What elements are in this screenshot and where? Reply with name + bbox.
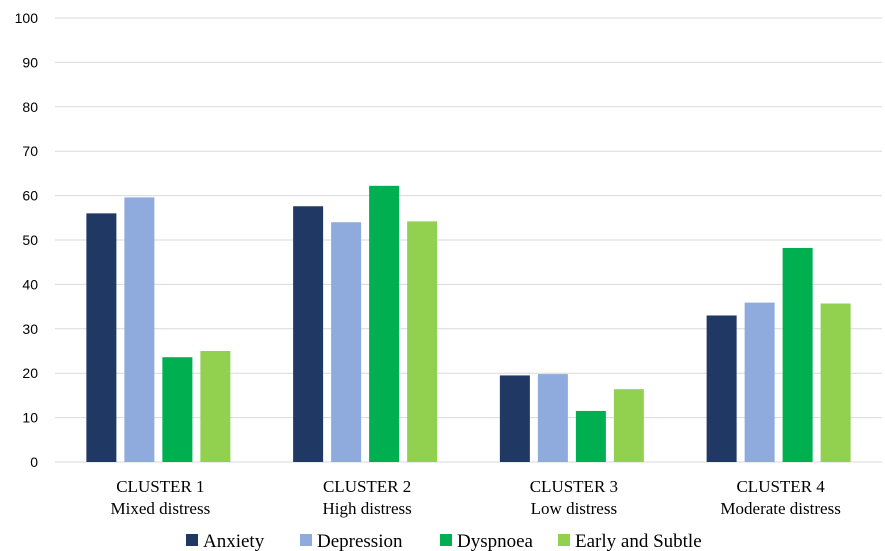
bar-dyspnoea-3 [575,410,606,462]
y-tick-label: 100 [15,10,39,26]
bar-early-and-subtle-3 [613,389,644,462]
bar-anxiety-4 [706,315,737,462]
bars [86,185,851,462]
bar-depression-4 [744,302,775,462]
category-sublabel: Mixed distress [111,499,211,518]
legend-item-anxiety: Anxiety [186,531,265,551]
y-tick-label: 60 [22,188,38,204]
y-tick-label: 20 [22,365,38,381]
bar-dyspnoea-1 [162,357,193,462]
y-tick-label: 40 [22,276,38,292]
bar-anxiety-3 [499,375,530,462]
category-label: CLUSTER 3 [530,477,618,496]
category-label: CLUSTER 2 [323,477,411,496]
category-sublabel: High distress [323,499,412,518]
y-tick-label: 50 [22,232,38,248]
legend-label: Dyspnoea [457,531,534,551]
legend: Anxiety Depression Dyspnoea Early and Subtl… [186,531,702,551]
y-tick-label: 30 [22,321,38,337]
legend-swatch [558,534,570,546]
category-label: CLUSTER 1 [116,477,204,496]
legend-label: Early and Subtle [575,531,702,551]
legend-swatch [440,534,452,546]
legend-swatch [300,534,312,546]
bar-depression-3 [537,374,568,462]
x-axis-categories: CLUSTER 1 Mixed distress CLUSTER 2 High dis… [111,477,841,518]
bar-early-and-subtle-2 [407,221,438,462]
legend-item-depression: Depression [300,531,403,551]
bar-anxiety-1 [86,213,117,462]
y-axis-ticks: 0 10 20 30 40 50 60 70 80 90 100 [15,10,39,470]
y-tick-label: 90 [22,54,38,70]
legend-swatch [186,534,198,546]
category-label: CLUSTER 4 [736,477,825,496]
category-sublabel: Moderate distress [720,499,840,518]
legend-item-dyspnoea: Dyspnoea [440,531,534,551]
legend-item-early-and-subtle: Early and Subtle [558,531,702,551]
y-tick-label: 0 [30,454,38,470]
bar-depression-2 [331,222,362,462]
gridlines [55,17,882,463]
y-tick-label: 80 [22,99,38,115]
y-tick-label: 10 [22,410,38,426]
category-sublabel: Low distress [531,499,617,518]
bar-dyspnoea-2 [369,185,400,462]
legend-label: Anxiety [203,531,265,551]
bar-anxiety-2 [293,206,324,462]
y-tick-label: 70 [22,143,38,159]
bar-dyspnoea-4 [782,247,813,462]
bar-early-and-subtle-4 [820,303,851,462]
bar-early-and-subtle-1 [200,351,231,462]
bar-depression-1 [124,197,155,462]
legend-label: Depression [317,531,403,551]
